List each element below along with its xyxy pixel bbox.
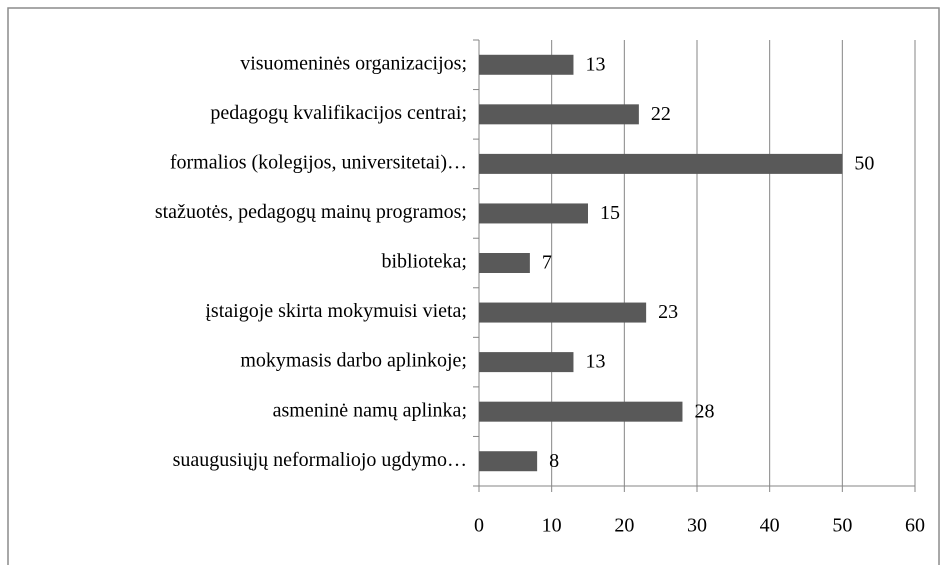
y-tick-label: biblioteka; xyxy=(381,251,467,273)
bar xyxy=(479,153,843,174)
data-label: 13 xyxy=(585,351,605,373)
data-label: 7 xyxy=(542,252,552,274)
x-tick-label: 40 xyxy=(760,515,780,537)
data-label: 22 xyxy=(651,103,671,125)
data-label: 13 xyxy=(585,53,605,75)
x-tick-label: 20 xyxy=(614,515,634,537)
y-tick-label: mokymasis darbo aplinkoje; xyxy=(240,350,467,372)
y-tick-label: įstaigoje skirta mokymuisi vieta; xyxy=(205,300,467,322)
chart-frame xyxy=(7,7,940,565)
bar xyxy=(479,401,683,422)
data-label: 23 xyxy=(658,301,678,323)
y-tick-label: suaugusiųjų neformaliojo ugdymo… xyxy=(173,449,467,471)
x-tick-label: 60 xyxy=(905,515,925,537)
bar xyxy=(479,54,574,75)
data-label: 8 xyxy=(549,450,559,472)
y-tick-label: formalios (kolegijos, universitetai)… xyxy=(170,151,467,173)
data-label: 50 xyxy=(854,152,874,174)
bar xyxy=(479,451,538,472)
y-tick-label: pedagogų kvalifikacijos centrai; xyxy=(210,102,467,124)
x-tick-label: 10 xyxy=(542,515,562,537)
bar xyxy=(479,253,530,273)
x-tick-label: 50 xyxy=(832,515,852,537)
y-tick-label: visuomeninės organizacijos; xyxy=(240,52,467,74)
bar xyxy=(479,203,588,224)
data-label: 28 xyxy=(694,400,714,422)
bar xyxy=(479,302,647,323)
bar xyxy=(479,352,574,373)
y-tick-label: asmeninė namų aplinka; xyxy=(273,399,467,421)
y-tick-label: stažuotės, pedagogų mainų programos; xyxy=(155,201,467,223)
data-label: 15 xyxy=(600,202,620,224)
x-tick-label: 0 xyxy=(474,515,484,537)
bar xyxy=(479,104,639,125)
x-tick-label: 30 xyxy=(687,515,707,537)
